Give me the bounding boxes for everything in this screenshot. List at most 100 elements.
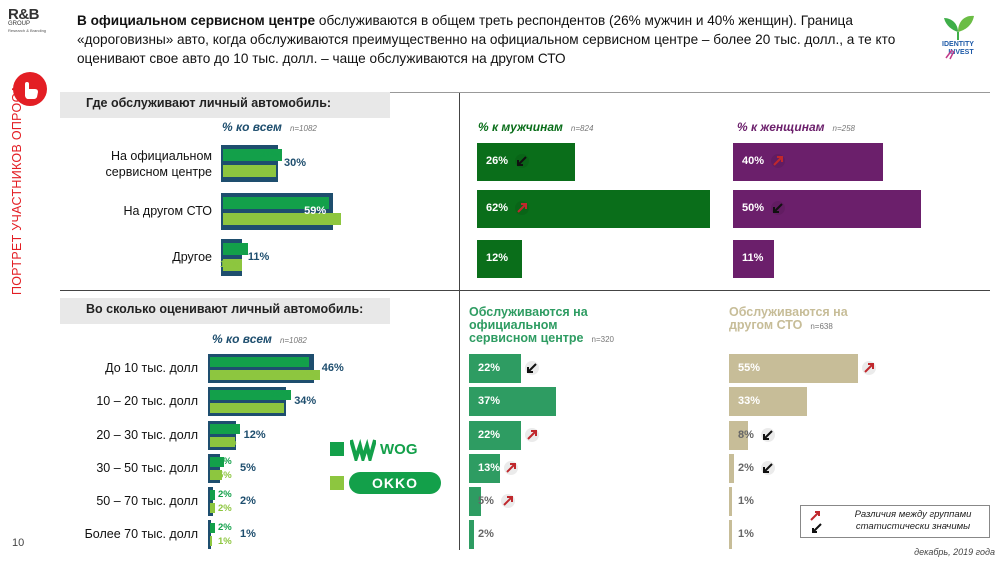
service-okko-bar [223,213,341,225]
wog-legend-swatch [330,442,344,456]
valuation-wog-bar [210,490,215,500]
valuation-total-bar [208,454,220,483]
other-sto-col-title: Обслуживаются на другом СТО n=638 [729,305,848,332]
valuation-wog-value: 43% [288,356,308,367]
logo-tagline: Research & Branding [8,28,47,33]
service-wog-bar [223,197,330,209]
official-value: 37% [478,395,501,407]
men-bar [477,240,522,278]
official-bar [469,487,481,516]
valuation-total-value: 34% [294,395,317,407]
service-wog-value: 13% [225,243,245,254]
other-sto-value: 55% [738,362,761,374]
other-sto-bar [729,454,734,483]
valuation-okko-value: 48% [300,370,320,381]
other-sto-bar [729,487,732,516]
service-total-col-title: % ко всем n=1082 [222,120,317,134]
valuation-okko-value: 2% [218,503,232,514]
section-title-service: Где обслуживают личный автомобиль: [60,92,390,118]
other-sto-significance-arrow-icon [862,361,877,375]
valuation-total-bar [208,520,211,549]
valuation-wog-bar [210,390,291,400]
valuation-wog-value: 2% [218,522,232,533]
date-note: декабрь, 2019 года [914,547,995,557]
official-col-title-n: n=320 [591,335,614,344]
valuation-okko-bar [210,370,321,380]
identity-line2: INVEST [948,49,974,56]
women-value: 50% [742,202,765,214]
valuation-okko-value: 5% [218,470,232,481]
valuation-wog-value: 6% [218,456,232,467]
official-bar [469,354,521,383]
top-divider [60,92,990,93]
okko-legend-swatch [330,476,344,490]
other-sto-bar [729,421,748,450]
valuation-okko-bar [210,470,222,480]
service-okko-value: 28% [254,165,274,176]
valuation-wog-bar [210,523,215,533]
service-wog-value: 31% [259,149,279,160]
significance-arrows-icon [810,511,822,533]
sprout-icon: IDENTITY INVEST [942,15,974,60]
hand-pointer-icon [13,72,47,106]
valuation-okko-value: 32% [263,403,283,414]
section-title-valuation: Во сколько оценивают личный автомобиль: [60,298,390,324]
other-sto-value: 33% [738,395,761,407]
other-sto-bar [729,520,732,549]
identity-invest-logo: IDENTITY INVEST [932,10,984,60]
valuation-category-label: Более 70 тыс. долл [84,527,198,541]
logo-brand: R&B [8,6,40,23]
valuation-total-value: 2% [240,495,256,507]
valuation-total-bar [208,487,213,516]
men-significance-arrow-icon [515,154,529,168]
service-wog-bar [223,243,248,255]
vertical-divider [459,92,460,550]
valuation-wog-value: 35% [270,389,290,400]
official-value: 5% [478,495,494,507]
service-okko-value: 62% [318,213,338,224]
valuation-wog-value: 2% [218,489,232,500]
other-sto-col-title-n: n=638 [810,322,833,331]
valuation-okko-bar [210,403,284,413]
significance-note: Различия между группами статистически зн… [854,509,972,532]
other-sto-bar [729,387,807,416]
service-total-col-title-n: n=1082 [289,124,317,133]
official-bar [469,520,474,549]
women-col-title: % к женщинам n=258 [737,120,855,134]
valuation-category-label: 20 – 30 тыс. долл [96,428,198,442]
okko-logo: OKKO [349,472,441,494]
valuation-okko-bar [210,536,213,546]
service-category-label: Другое [172,250,212,264]
other-sto-significance-arrow-icon [761,428,775,442]
women-value: 40% [742,155,765,167]
service-total-value: 59% [304,205,327,217]
service-total-value: 30% [284,157,307,169]
valuation-okko-bar [210,437,236,447]
official-bar [469,387,556,416]
rb-group-logo: R&B GROUP Research & Branding [8,6,52,42]
other-sto-bar [729,354,859,383]
men-value: 26% [486,155,509,167]
other-sto-significance-arrow-icon [761,461,775,475]
official-significance-arrow-icon [503,461,518,475]
official-value: 22% [478,362,501,374]
women-bar [733,190,921,228]
service-wog-value: 56% [307,197,327,208]
significance-legend: Различия между группами статистически зн… [800,505,990,538]
women-significance-arrow-icon [771,154,785,168]
men-bar [477,190,710,228]
official-col-title: Обслуживаются на официальном сервисном ц… [469,305,614,345]
official-value: 13% [478,462,501,474]
valuation-okko-value: 11% [218,437,237,448]
valuation-wog-bar [210,457,224,467]
valuation-category-label: До 10 тыс. долл [105,361,198,375]
service-okko-value: 10% [220,259,240,270]
official-significance-arrow-icon [524,361,539,375]
valuation-total-value: 46% [321,362,344,374]
men-col-title: % к мужчинам n=824 [478,120,594,134]
other-sto-value: 1% [738,495,754,507]
other-sto-value: 8% [738,429,754,441]
headline-bold: В официальном сервисном центре [77,13,316,28]
valuation-total-col-title: % ко всем n=1082 [212,332,307,346]
valuation-okko-bar [210,503,215,513]
